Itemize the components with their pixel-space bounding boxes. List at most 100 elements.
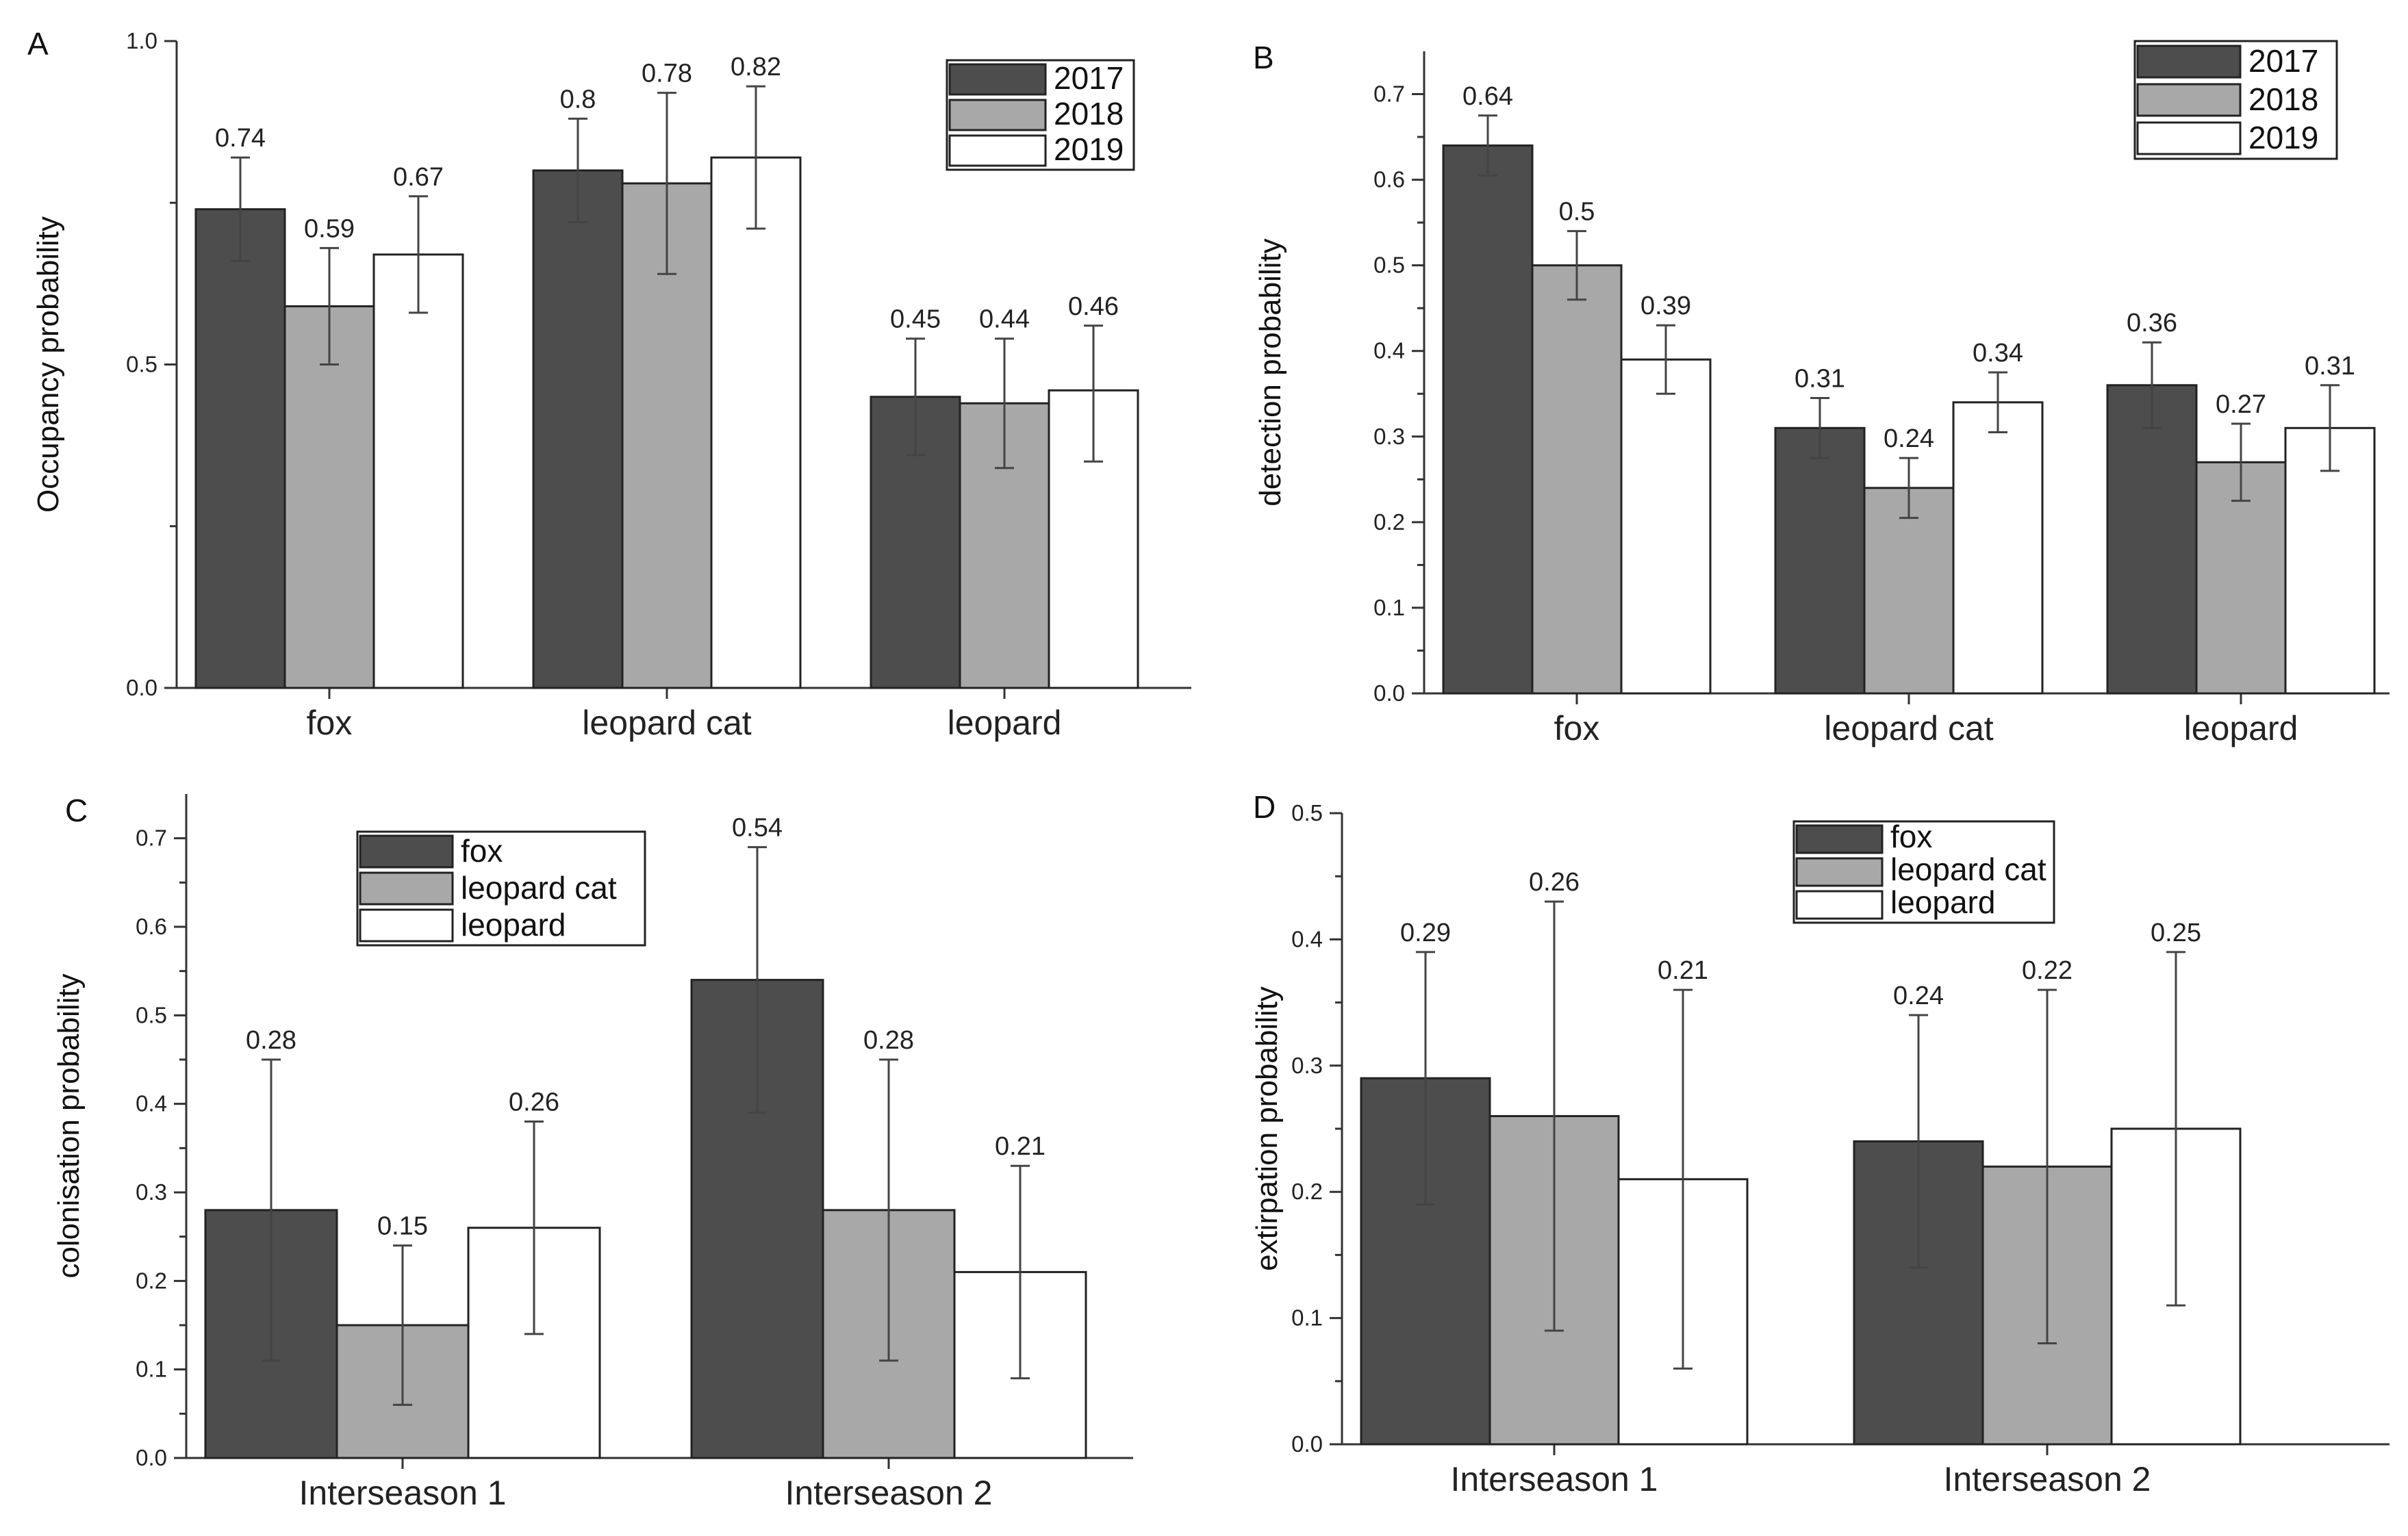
legend-label: leopard	[461, 907, 566, 943]
legend-swatch	[948, 99, 1047, 131]
y-tick-label: 0.4	[1291, 926, 1323, 951]
y-tick-label: 0.5	[136, 1002, 167, 1027]
bar	[1774, 426, 1866, 695]
x-category-label: Interseason 2	[785, 1474, 993, 1512]
data-label: 0.54	[732, 814, 783, 843]
y-tick-label: 0.2	[1373, 509, 1405, 535]
bar	[467, 1227, 601, 1459]
y-axis-title: colonisation probability	[52, 973, 86, 1278]
bar	[372, 253, 464, 689]
bar	[1442, 144, 1534, 695]
y-tick-label: 0.0	[1291, 1431, 1323, 1457]
y-tick-label: 0.2	[1291, 1179, 1323, 1204]
x-category-label: fox	[1554, 709, 1600, 747]
legend-swatch	[2136, 83, 2242, 117]
data-label: 0.31	[1795, 365, 1845, 394]
data-label: 0.31	[2305, 352, 2355, 381]
data-label: 0.8	[560, 85, 596, 114]
y-tick-label: 0.0	[136, 1445, 167, 1470]
legend-label: 2019	[2248, 120, 2318, 155]
data-label: 0.74	[215, 124, 266, 153]
data-label: 0.36	[2127, 309, 2177, 337]
x-category-label: leopard cat	[582, 704, 751, 742]
x-category-label: Interseason 1	[1451, 1460, 1658, 1498]
legend-label: leopard cat	[1890, 852, 2046, 887]
panel-letter: A	[27, 26, 49, 62]
data-label: 0.24	[1893, 982, 1944, 1010]
y-tick-label: 0.1	[136, 1357, 167, 1382]
data-label: 0.26	[1529, 868, 1580, 897]
data-label: 0.64	[1462, 82, 1513, 111]
legend-swatch	[948, 134, 1047, 167]
legend-label: fox	[1890, 819, 1932, 854]
y-tick-label: 0.0	[1373, 680, 1405, 706]
panel-c: C 0.0 0.1 0.2 0.3 0.4 0.5 0.6 0.7 colonisation pr…	[52, 793, 1133, 1512]
panel-d: D 0.0 0.1 0.2 0.3 0.4 0.5 extirpation probabili…	[1250, 789, 2390, 1498]
legend-label: leopard cat	[461, 870, 617, 906]
y-tick-label: 0.4	[136, 1091, 167, 1116]
y-tick-label: 0.7	[136, 825, 167, 851]
y-tick-label: 0.7	[1373, 81, 1405, 107]
legend-label: 2017	[2248, 43, 2318, 79]
bar	[710, 156, 802, 689]
y-axis-title: extirpation probability	[1250, 986, 1284, 1271]
data-label: 0.29	[1400, 919, 1451, 947]
panel-b: B 0.0 0.1 0.2 0.3 0.4 0.5 0.6 0.7 detection proba…	[1253, 40, 2390, 747]
bar	[1952, 401, 2044, 695]
y-tick-label: 0.5	[126, 352, 157, 377]
data-label: 0.25	[2151, 919, 2201, 947]
legend-swatch	[359, 908, 454, 943]
data-label: 0.27	[2216, 390, 2266, 419]
legend-swatch	[359, 834, 454, 869]
data-label: 0.28	[246, 1026, 296, 1055]
bar	[532, 169, 624, 689]
legend-label: 2018	[2248, 81, 2318, 117]
legend-swatch	[2136, 121, 2242, 155]
data-label: 0.44	[979, 305, 1030, 334]
panel-letter: D	[1253, 789, 1276, 825]
data-label: 0.21	[995, 1132, 1045, 1161]
data-label: 0.59	[304, 214, 355, 243]
data-label: 0.67	[393, 163, 444, 192]
x-category-label: Interseason 2	[1944, 1460, 2151, 1498]
y-tick-label: 0.0	[126, 675, 157, 700]
bar	[2106, 384, 2198, 695]
bar	[1863, 487, 1955, 695]
data-label: 0.34	[1973, 339, 2023, 368]
legend-label: 2019	[1054, 131, 1124, 167]
x-category-label: fox	[307, 704, 353, 742]
data-label: 0.26	[509, 1088, 559, 1117]
data-label: 0.28	[863, 1026, 914, 1055]
y-tick-label: 1.0	[126, 28, 157, 53]
data-label: 0.15	[377, 1212, 428, 1241]
legend-label: fox	[461, 833, 503, 869]
data-label: 0.5	[1559, 198, 1595, 227]
y-tick-label: 0.1	[1373, 595, 1405, 620]
x-category-label: Interseason 1	[299, 1474, 507, 1512]
x-category-label: leopard	[948, 704, 1062, 742]
y-tick-label: 0.3	[1373, 424, 1405, 449]
legend-swatch	[1795, 890, 1884, 920]
data-label: 0.78	[642, 60, 692, 88]
legend-swatch	[1795, 857, 1884, 887]
data-label: 0.45	[890, 305, 941, 334]
y-tick-label: 0.3	[136, 1179, 167, 1205]
y-tick-label: 0.2	[136, 1268, 167, 1293]
bar	[1531, 264, 1623, 695]
data-label: 0.39	[1640, 292, 1691, 320]
bar	[1620, 358, 1712, 695]
data-label: 0.46	[1068, 292, 1119, 321]
x-category-label: leopard cat	[1824, 709, 1993, 747]
legend-label: leopard	[1890, 884, 1995, 920]
data-label: 0.82	[731, 53, 781, 81]
bar	[194, 208, 286, 689]
panel-letter: B	[1253, 40, 1274, 75]
bar	[283, 305, 375, 689]
x-category-label: leopard	[2184, 709, 2298, 747]
legend-label: 2018	[1054, 96, 1124, 131]
y-axis-title: detection probability	[1254, 238, 1287, 506]
panel-a: A 0.0 0.5 1.0 Occupancy probability fox 0.74 0.…	[27, 26, 1191, 742]
